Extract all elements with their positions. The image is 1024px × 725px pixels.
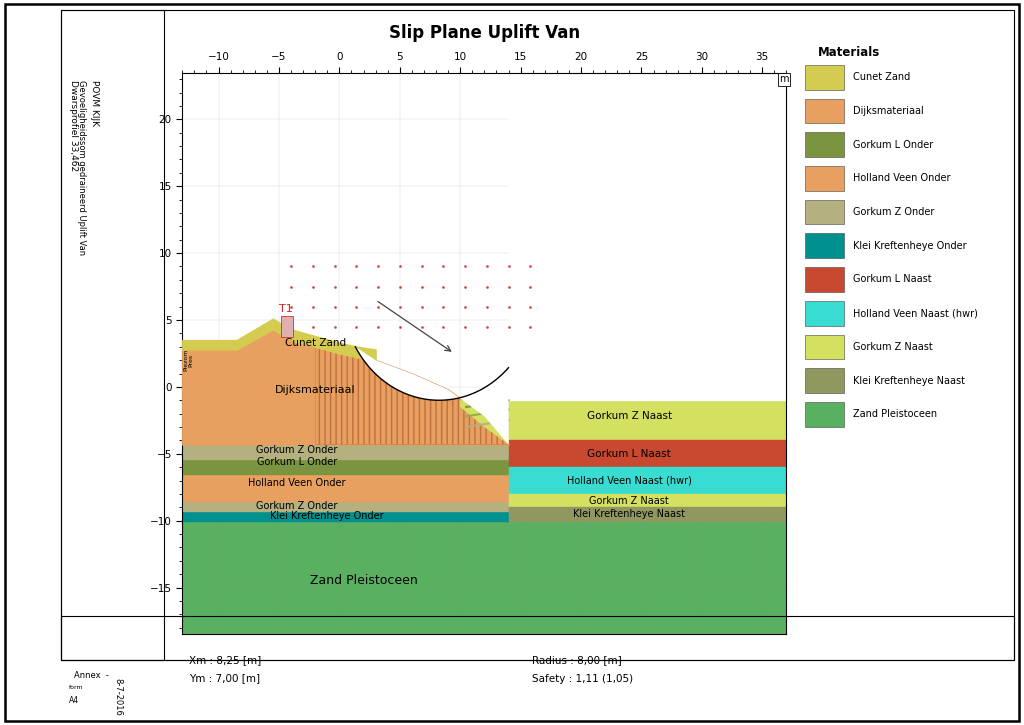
Bar bbox=[805, 267, 844, 292]
Bar bbox=[805, 65, 844, 90]
Text: Gorkum L Onder: Gorkum L Onder bbox=[853, 140, 933, 149]
Text: Gorkum Z Naast: Gorkum Z Naast bbox=[587, 411, 672, 421]
Bar bbox=[805, 301, 844, 326]
Text: Holland Veen Onder: Holland Veen Onder bbox=[853, 173, 950, 183]
Text: Holland Veen Naast (hwr): Holland Veen Naast (hwr) bbox=[853, 308, 978, 318]
Text: Klei Kreftenheye Onder: Klei Kreftenheye Onder bbox=[853, 241, 967, 251]
Bar bbox=[805, 233, 844, 258]
Bar bbox=[805, 166, 844, 191]
Text: Dijksmateriaal: Dijksmateriaal bbox=[274, 384, 355, 394]
Bar bbox=[805, 334, 844, 360]
Text: Materials: Materials bbox=[818, 46, 881, 59]
Text: Annex  -: Annex - bbox=[74, 671, 109, 680]
Text: Zand Pleistoceen: Zand Pleistoceen bbox=[853, 410, 937, 419]
Text: A4: A4 bbox=[69, 696, 79, 705]
Text: Gorkum Z Onder: Gorkum Z Onder bbox=[256, 444, 338, 455]
Text: POVM KIJK: POVM KIJK bbox=[90, 80, 98, 125]
Text: Holland Veen Onder: Holland Veen Onder bbox=[248, 478, 346, 488]
Title: Slip Plane Uplift Van: Slip Plane Uplift Van bbox=[389, 24, 580, 42]
Text: Dijksmateriaal: Dijksmateriaal bbox=[853, 106, 924, 116]
Text: Klei Kreftenheye Onder: Klei Kreftenheye Onder bbox=[270, 511, 384, 521]
Text: Gorkum L Naast: Gorkum L Naast bbox=[588, 449, 671, 459]
Bar bbox=[805, 99, 844, 123]
Polygon shape bbox=[460, 400, 509, 444]
Text: Gorkum Z Onder: Gorkum Z Onder bbox=[853, 207, 934, 217]
Text: Radius : 8,00 [m]: Radius : 8,00 [m] bbox=[532, 655, 623, 666]
Text: Gevoeligheidssom gedraineerd Uplift Van: Gevoeligheidssom gedraineerd Uplift Van bbox=[78, 80, 86, 255]
Text: 8-7-2016: 8-7-2016 bbox=[114, 678, 122, 716]
Text: Klei Kreftenheye Naast: Klei Kreftenheye Naast bbox=[853, 376, 965, 386]
Text: Gorkum L Onder: Gorkum L Onder bbox=[257, 457, 337, 467]
Text: Cunet Zand: Cunet Zand bbox=[853, 72, 910, 82]
Bar bbox=[805, 368, 844, 393]
Text: Dwarsprofiel 33,462: Dwarsprofiel 33,462 bbox=[70, 80, 78, 171]
Bar bbox=[805, 132, 844, 157]
Text: Gorkum Z Naast: Gorkum Z Naast bbox=[853, 342, 932, 352]
Text: Safety : 1,11 (1,05): Safety : 1,11 (1,05) bbox=[532, 674, 634, 684]
Text: Gorkum Z Naast: Gorkum Z Naast bbox=[590, 496, 670, 505]
Text: Xm : 8,25 [m]: Xm : 8,25 [m] bbox=[189, 655, 262, 666]
Text: m: m bbox=[779, 74, 788, 84]
Bar bbox=[282, 316, 294, 337]
Text: Gorkum Z Onder: Gorkum Z Onder bbox=[256, 501, 338, 511]
Bar bbox=[805, 402, 844, 427]
Text: Holland Veen Naast (hwr): Holland Veen Naast (hwr) bbox=[567, 476, 692, 486]
Text: Klei Kreftenheye Naast: Klei Kreftenheye Naast bbox=[573, 509, 685, 519]
Bar bbox=[805, 199, 844, 225]
Polygon shape bbox=[315, 347, 509, 444]
Text: T1: T1 bbox=[279, 304, 293, 314]
Text: Ym : 7,00 [m]: Ym : 7,00 [m] bbox=[189, 674, 260, 684]
Polygon shape bbox=[355, 347, 509, 444]
Text: Piezom
Pres: Piezom Pres bbox=[183, 349, 194, 371]
Text: Gorkum L Naast: Gorkum L Naast bbox=[853, 275, 931, 284]
Text: form: form bbox=[69, 684, 83, 689]
Text: Zand Pleistoceen: Zand Pleistoceen bbox=[309, 574, 418, 587]
Text: Cunet Zand: Cunet Zand bbox=[285, 338, 346, 348]
